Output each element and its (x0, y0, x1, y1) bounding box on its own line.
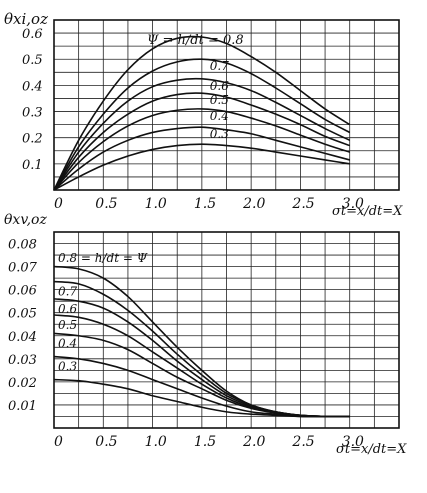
bottom-series-base-line (53, 378, 350, 418)
bottom-y-tick-label: 0.02 (8, 376, 37, 391)
bottom-x-tick-label: 1.0 (145, 434, 167, 450)
bottom-y-tick-label: 0.07 (8, 261, 38, 276)
top-x-tick-label: 1.5 (194, 196, 216, 212)
top-y-tick-label: 0.3 (22, 106, 43, 121)
top-series-label: 0.6 (210, 79, 229, 93)
top-xlabel: σt=x/dt=X (332, 204, 403, 219)
top-y-tick-label: 0.2 (22, 132, 43, 147)
top-plot-frame (53, 19, 400, 191)
bottom-curves (53, 265, 350, 418)
bottom-y-tick-label: 0.01 (8, 399, 37, 414)
bottom-series-label: 0.3 (58, 360, 77, 374)
top-y-tick-label: 0.5 (22, 53, 43, 68)
top-legend-title: Ψ = h/dt = 0.8 (147, 33, 244, 48)
top-x-tick-label: 0 (54, 196, 63, 212)
top-y-tick-label: 0.4 (22, 79, 43, 94)
top-x-tick-label: 2.0 (242, 196, 265, 212)
top-series-0.3-line (53, 126, 350, 191)
bottom-xlabel: σt=x/dt=X (336, 442, 407, 457)
bottom-x-tick-label: 1.5 (194, 434, 216, 450)
bottom-x-tick-label: 3.0 (342, 434, 364, 450)
bottom-labels: 0 0.5 1.0 1.5 2.0 2.5 3.0 0.01 0.02 0.03 0.04 0.05 0… (8, 238, 364, 450)
top-series-base-line (53, 143, 350, 191)
top-x-tick-label: 2.5 (291, 196, 314, 212)
bottom-y-tick-label: 0.05 (8, 307, 37, 322)
bottom-series-label: 0.5 (58, 318, 77, 332)
bottom-y-tick-label: 0.03 (8, 353, 37, 368)
top-x-tick-label: 3.0 (342, 196, 364, 212)
top-series-0.5-line (53, 92, 350, 191)
bottom-series-label: 0.6 (58, 302, 77, 316)
bottom-x-tick-label: 2.0 (242, 434, 265, 450)
bottom-legend-title: 0.8 = h/dt = Ψ (58, 251, 148, 265)
top-y-tick-label: 0.6 (22, 27, 43, 42)
top-series-label: 0.5 (210, 93, 229, 107)
bottom-x-tick-label: 0.5 (95, 434, 117, 450)
bottom-ylabel: θxv,oz (4, 212, 47, 228)
top-series-0.4-line (53, 108, 350, 191)
top-y-tick-label: 0.1 (22, 158, 43, 173)
top-series-0.6-line (53, 77, 351, 191)
bottom-y-tick-label: 0.04 (8, 330, 37, 345)
top-labels: 0 0.5 1.0 1.5 2.0 2.5 3.00.10.20.30.40.50.60.7… (22, 27, 364, 212)
bottom-x-tick-label: 2.5 (291, 434, 314, 450)
bottom-series-0.4-line (53, 332, 350, 418)
top-series-0.7-line (53, 58, 351, 191)
bottom-x-tick-label: 0 (54, 434, 63, 450)
bottom-series-label: 0.4 (58, 336, 77, 350)
top-x-tick-label: 1.0 (145, 196, 167, 212)
top-x-tick-label: 0.5 (95, 196, 117, 212)
chart-bottom: 0 0.5 1.0 1.5 2.0 2.5 3.0 0.01 0.02 0.03 0.04 0.05 0… (4, 212, 407, 457)
bottom-y-tick-label: 0.08 (8, 238, 37, 253)
top-ylabel: θxi,oz (4, 10, 48, 28)
top-series-label: 0.4 (210, 109, 229, 123)
top-series-label: 0.7 (210, 59, 229, 73)
bottom-y-tick-label: 0.06 (8, 284, 37, 299)
top-series-label: 0.3 (210, 127, 229, 141)
bottom-series-label: 0.7 (58, 285, 77, 299)
bottom-plot-frame (53, 231, 400, 429)
top-series-0.8-line (53, 35, 351, 191)
chart-top: 0 0.5 1.0 1.5 2.0 2.5 3.00.10.20.30.40.50.60.7… (4, 10, 403, 219)
top-curves (53, 35, 351, 191)
top-grid (54, 20, 399, 190)
